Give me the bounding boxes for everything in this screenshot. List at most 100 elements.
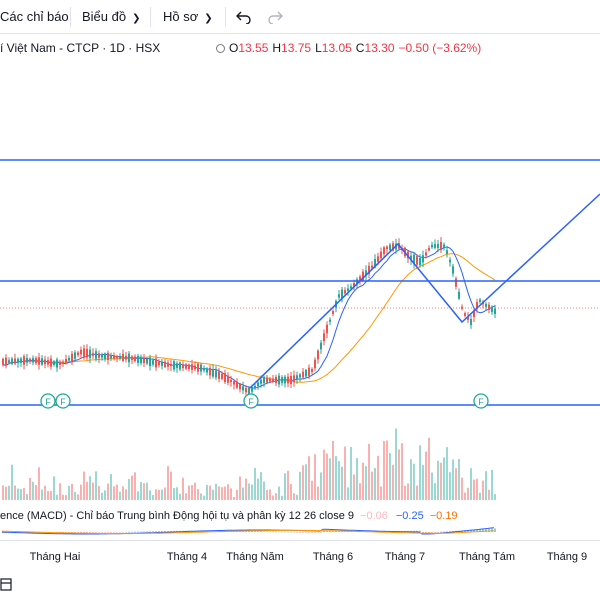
calendar-icon[interactable] [0,576,14,592]
change-value: −0.50 (−3.62%) [398,41,482,55]
candle-body [470,318,472,326]
volume-bar [134,472,136,500]
macd-histogram-bar [146,531,148,533]
macd-histogram-bar [257,531,259,532]
candle-body [143,358,145,363]
volume-bar [422,465,424,500]
macd-legend: ence (MACD) - Chỉ báo Trung bình Động hộ… [0,508,600,524]
candle-body [62,361,64,364]
candle-body [92,353,94,356]
macd-histogram-bar [413,530,415,532]
macd-histogram-bar [485,528,487,532]
candle-body [485,303,487,307]
volume-bar [230,488,232,500]
redo-icon[interactable] [264,6,286,28]
chevron-down-icon: ❯ [204,13,213,24]
volume-bar [56,494,58,500]
candle-body [452,266,454,274]
volume-bar [452,459,454,500]
toolbar-divider [70,7,71,27]
macd-histogram-bar [86,532,88,533]
candle-body [383,247,385,255]
candle-body [8,360,10,363]
volume-bar [437,460,439,500]
macd-line-value: −0.25 [395,510,424,522]
candle-body [362,271,364,281]
macd-histogram-bar [131,531,133,533]
volume-bar [53,476,55,500]
candle-body [314,359,316,369]
macd-histogram-bar [77,532,79,533]
volume-bar [404,485,406,500]
candle-body [125,355,127,360]
volume-bar [167,466,169,500]
volume-bar [11,464,13,500]
profile-menu-button[interactable]: Hồ sơ ❯ [163,6,213,28]
candle-body [266,377,268,383]
open-label: O [229,41,239,55]
candle-body [464,313,466,316]
chart-menu-button[interactable]: Biểu đồ ❯ [82,6,140,28]
candle-body [311,369,313,372]
candle-body [104,353,106,360]
macd-histogram-bar [275,531,277,533]
volume-bar [71,483,73,500]
volume-bar [344,446,346,500]
candle-body [431,244,433,248]
volume-bar [287,470,289,500]
macd-histogram-bar [119,532,121,533]
macd-histogram-bar [80,532,82,533]
macd-histogram-bar [422,532,424,533]
macd-histogram-bar [155,531,157,532]
candle-body [407,251,409,259]
candle-body [368,265,370,275]
candle-body [17,358,19,363]
volume-bar [329,458,331,500]
volume-bar [488,489,490,500]
volume-bar [494,494,496,500]
volume-bar [476,478,478,500]
volume-bar [368,443,370,500]
volume-bar [242,487,244,500]
volume-bar [59,483,61,500]
volume-bar [161,489,163,500]
macd-histogram-bar [140,531,142,533]
candle-body [458,291,460,299]
volume-bar [485,471,487,500]
candle-body [254,385,256,388]
candle-body [275,376,277,384]
close-label: C [355,41,365,55]
undo-icon[interactable] [233,6,255,28]
macd-histogram-bar [494,528,496,532]
volume-bar [317,486,319,500]
candle-body [116,355,118,359]
volume-bar [5,486,7,500]
candle-body [68,357,70,361]
macd-title: ence (MACD) - Chỉ báo Trung bình Động hộ… [0,510,355,522]
candle-body [323,333,325,342]
volume-bar [386,440,388,500]
macd-histogram-bar [83,532,85,533]
time-axis[interactable]: Tháng Hai Tháng 4 Tháng Năm Tháng 6 Thán… [0,540,600,574]
candle-body [86,348,88,358]
volume-bar [479,492,481,500]
x-axis-label: Tháng Tám [458,551,516,563]
open-value: 13.55 [238,41,269,55]
indicators-button[interactable]: Các chỉ báo [0,6,69,28]
volume-bar [125,489,127,500]
candle-body [212,369,214,377]
candle-body [191,364,193,370]
volume-bar [98,486,100,500]
volume-bar [95,471,97,500]
volume-bar [200,493,202,500]
low-label: L [315,41,322,55]
macd-histogram-bar [122,531,124,533]
macd-histogram-bar [260,531,262,532]
macd-histogram-bar [296,532,298,533]
candle-body [71,353,73,362]
volume-bar [440,462,442,500]
candle-body [380,251,382,259]
volume-bar [29,477,31,500]
candle-body [56,359,58,368]
